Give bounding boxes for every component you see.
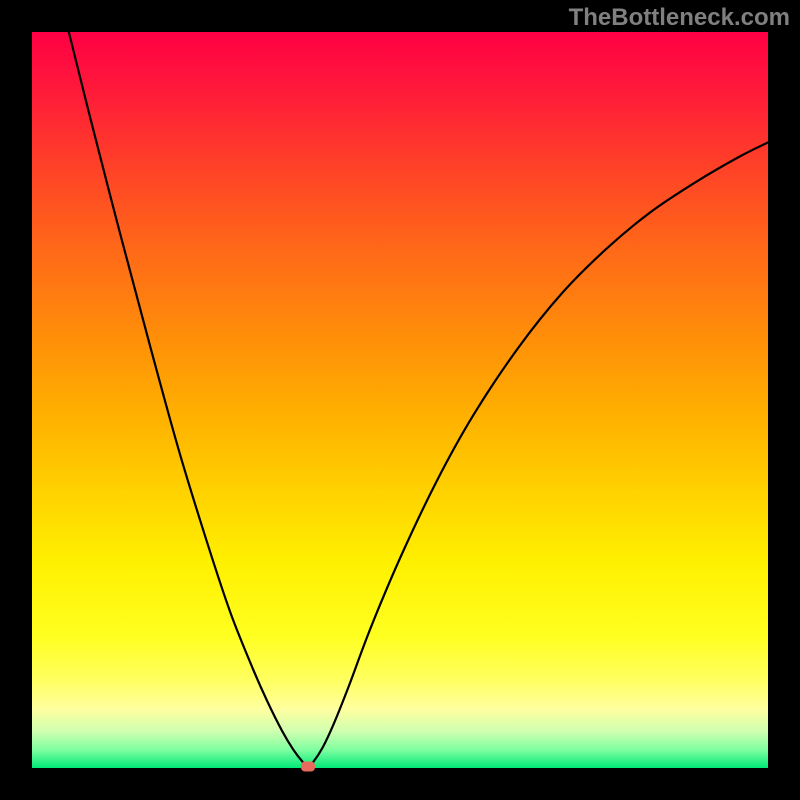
bottleneck-chart [0,0,800,800]
watermark-text: TheBottleneck.com [569,4,790,32]
